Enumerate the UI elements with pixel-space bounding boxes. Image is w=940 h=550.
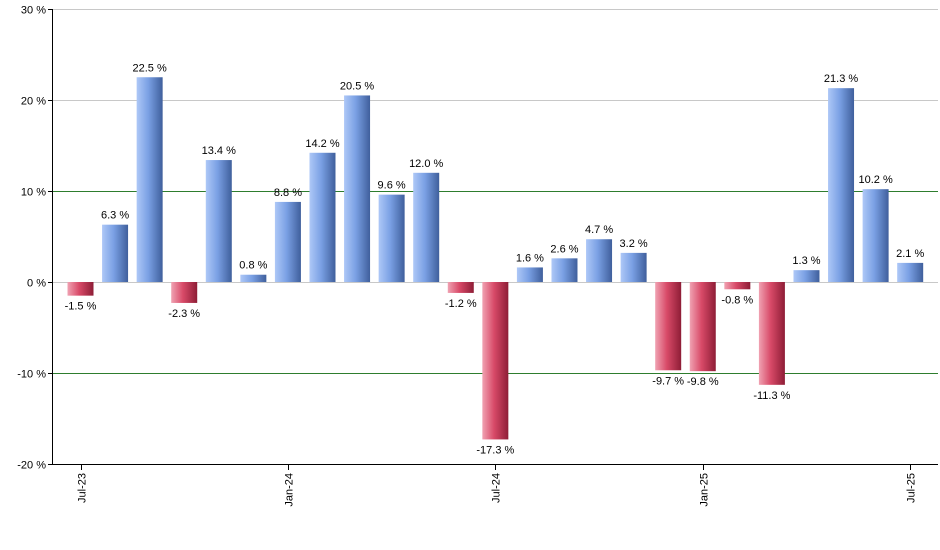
x-tick-label: Jan-24: [284, 473, 296, 507]
bar-jan-25: [689, 282, 716, 372]
bar-value-label: 12.0 %: [409, 158, 443, 170]
bar-nov-23: [205, 160, 232, 282]
bar-feb-24: [309, 152, 336, 282]
bar-may-25: [828, 88, 855, 282]
bar-value-label: 13.4 %: [202, 145, 236, 157]
bar-jul-25: [897, 262, 924, 282]
bar-value-label: 9.6 %: [378, 180, 406, 192]
bar-value-label: 20.5 %: [340, 80, 374, 92]
y-tick-label: 0 %: [27, 278, 46, 290]
bar-value-label: 21.3 %: [824, 73, 858, 85]
bar-dec-24: [655, 282, 682, 371]
x-tick-label: Jul-23: [77, 473, 89, 503]
bar-apr-24: [378, 194, 405, 282]
bar-value-label: 10.2 %: [858, 174, 892, 186]
bar-jan-24: [274, 201, 301, 282]
bar-dec-23: [240, 274, 267, 282]
bar-value-label: -2.3 %: [168, 308, 200, 320]
bar-value-label: 14.2 %: [305, 138, 339, 150]
y-tick-label: -20 %: [17, 460, 46, 472]
bar-feb-25: [724, 282, 751, 290]
bar-sep-24: [551, 258, 578, 282]
bar-sep-23: [136, 77, 163, 282]
bar-oct-24: [586, 239, 613, 282]
bar-aug-23: [102, 224, 129, 282]
bar-mar-25: [758, 282, 785, 385]
bar-value-label: -17.3 %: [476, 444, 514, 456]
bar-may-24: [413, 172, 440, 282]
bar-jun-25: [862, 189, 889, 282]
bar-value-label: -11.3 %: [753, 390, 790, 402]
bar-value-label: -9.8 %: [687, 376, 719, 388]
bar-value-label: -0.8 %: [721, 294, 753, 306]
bar-value-label: 1.3 %: [792, 255, 820, 267]
y-tick-label: 30 %: [21, 5, 46, 17]
y-tick-label: -10 %: [17, 369, 46, 381]
y-tick-label: 10 %: [21, 187, 46, 199]
bars: [67, 77, 924, 440]
bar-value-label: 4.7 %: [585, 224, 613, 236]
bar-apr-25: [793, 270, 820, 282]
bar-mar-24: [344, 95, 371, 282]
x-tick-label: Jan-25: [699, 473, 711, 507]
bar-oct-23: [171, 282, 198, 303]
bar-value-label: -9.7 %: [652, 375, 684, 387]
data-labels: -1.5 % 6.3 % 22.5 % -2.3 % 13.4 % 0.8 % 8.8 % 1…: [65, 62, 925, 456]
bar-value-label: -1.5 %: [65, 301, 97, 313]
bar-value-label: 0.8 %: [239, 260, 267, 272]
bar-value-label: 8.8 %: [274, 187, 302, 199]
bar-aug-24: [516, 267, 543, 282]
bar-value-label: -1.2 %: [445, 298, 477, 310]
bar-value-label: 22.5 %: [133, 62, 167, 74]
y-tick-label: 20 %: [21, 96, 46, 108]
bar-value-label: 3.2 %: [620, 238, 648, 250]
x-tick-label: Jul-24: [491, 473, 503, 503]
bar-jul-24: [482, 282, 509, 440]
bar-jun-24: [447, 282, 474, 293]
bar-value-label: 2.1 %: [896, 248, 924, 260]
axes: 30 % 20 % 10 % 0 % -10 % -20 % Jul-23 Jan-24 Jul…: [17, 5, 938, 507]
bar-value-label: 6.3 %: [101, 210, 129, 222]
bar-nov-24: [620, 252, 647, 282]
bar-jul-23: [67, 282, 94, 296]
bar-value-label: 2.6 %: [550, 243, 578, 255]
x-tick-label: Jul-25: [906, 473, 918, 503]
bar-value-label: 1.6 %: [516, 252, 544, 264]
